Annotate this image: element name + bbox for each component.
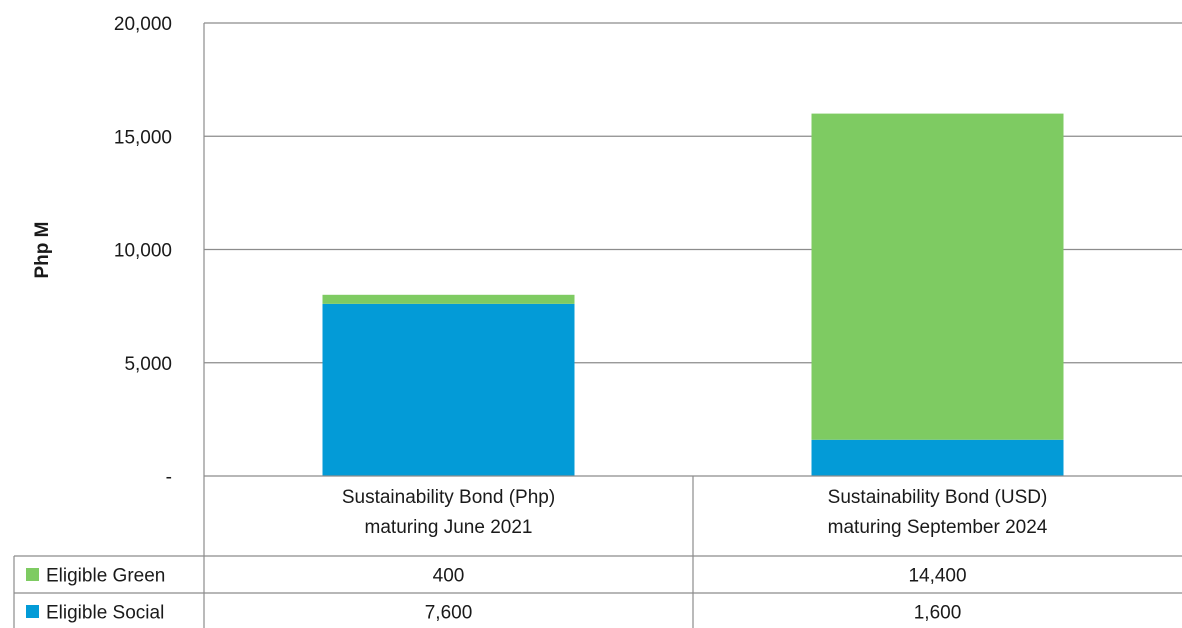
data-table: Sustainability Bond (Php) maturing June 2… — [13, 476, 1182, 628]
legend-swatch — [26, 605, 39, 618]
legend-label: Eligible Social — [46, 603, 164, 624]
x-category-label: maturing June 2021 — [365, 517, 533, 538]
data-label: 14,400 — [908, 566, 966, 587]
bar-eligible-social — [811, 439, 1064, 476]
bars — [322, 113, 1064, 476]
bar-eligible-green — [811, 113, 1064, 440]
bar-eligible-social — [322, 303, 575, 476]
data-label: 400 — [433, 566, 465, 587]
y-tick-label: 10,000 — [114, 241, 172, 262]
y-tick-label: 5,000 — [124, 354, 172, 375]
data-label: 7,600 — [425, 603, 473, 624]
y-tick-label: - — [166, 467, 172, 488]
x-category-label: maturing September 2024 — [828, 517, 1048, 538]
bar-eligible-green — [322, 294, 575, 304]
legend-swatch — [26, 568, 39, 581]
x-category-label: Sustainability Bond (USD) — [828, 487, 1048, 508]
y-axis-label: Php M — [32, 222, 53, 279]
x-category-label: Sustainability Bond (Php) — [342, 487, 555, 508]
data-label: 1,600 — [914, 603, 962, 624]
y-tick-label: 20,000 — [114, 14, 172, 35]
y-tick-label: 15,000 — [114, 127, 172, 148]
legend-label: Eligible Green — [46, 566, 165, 587]
